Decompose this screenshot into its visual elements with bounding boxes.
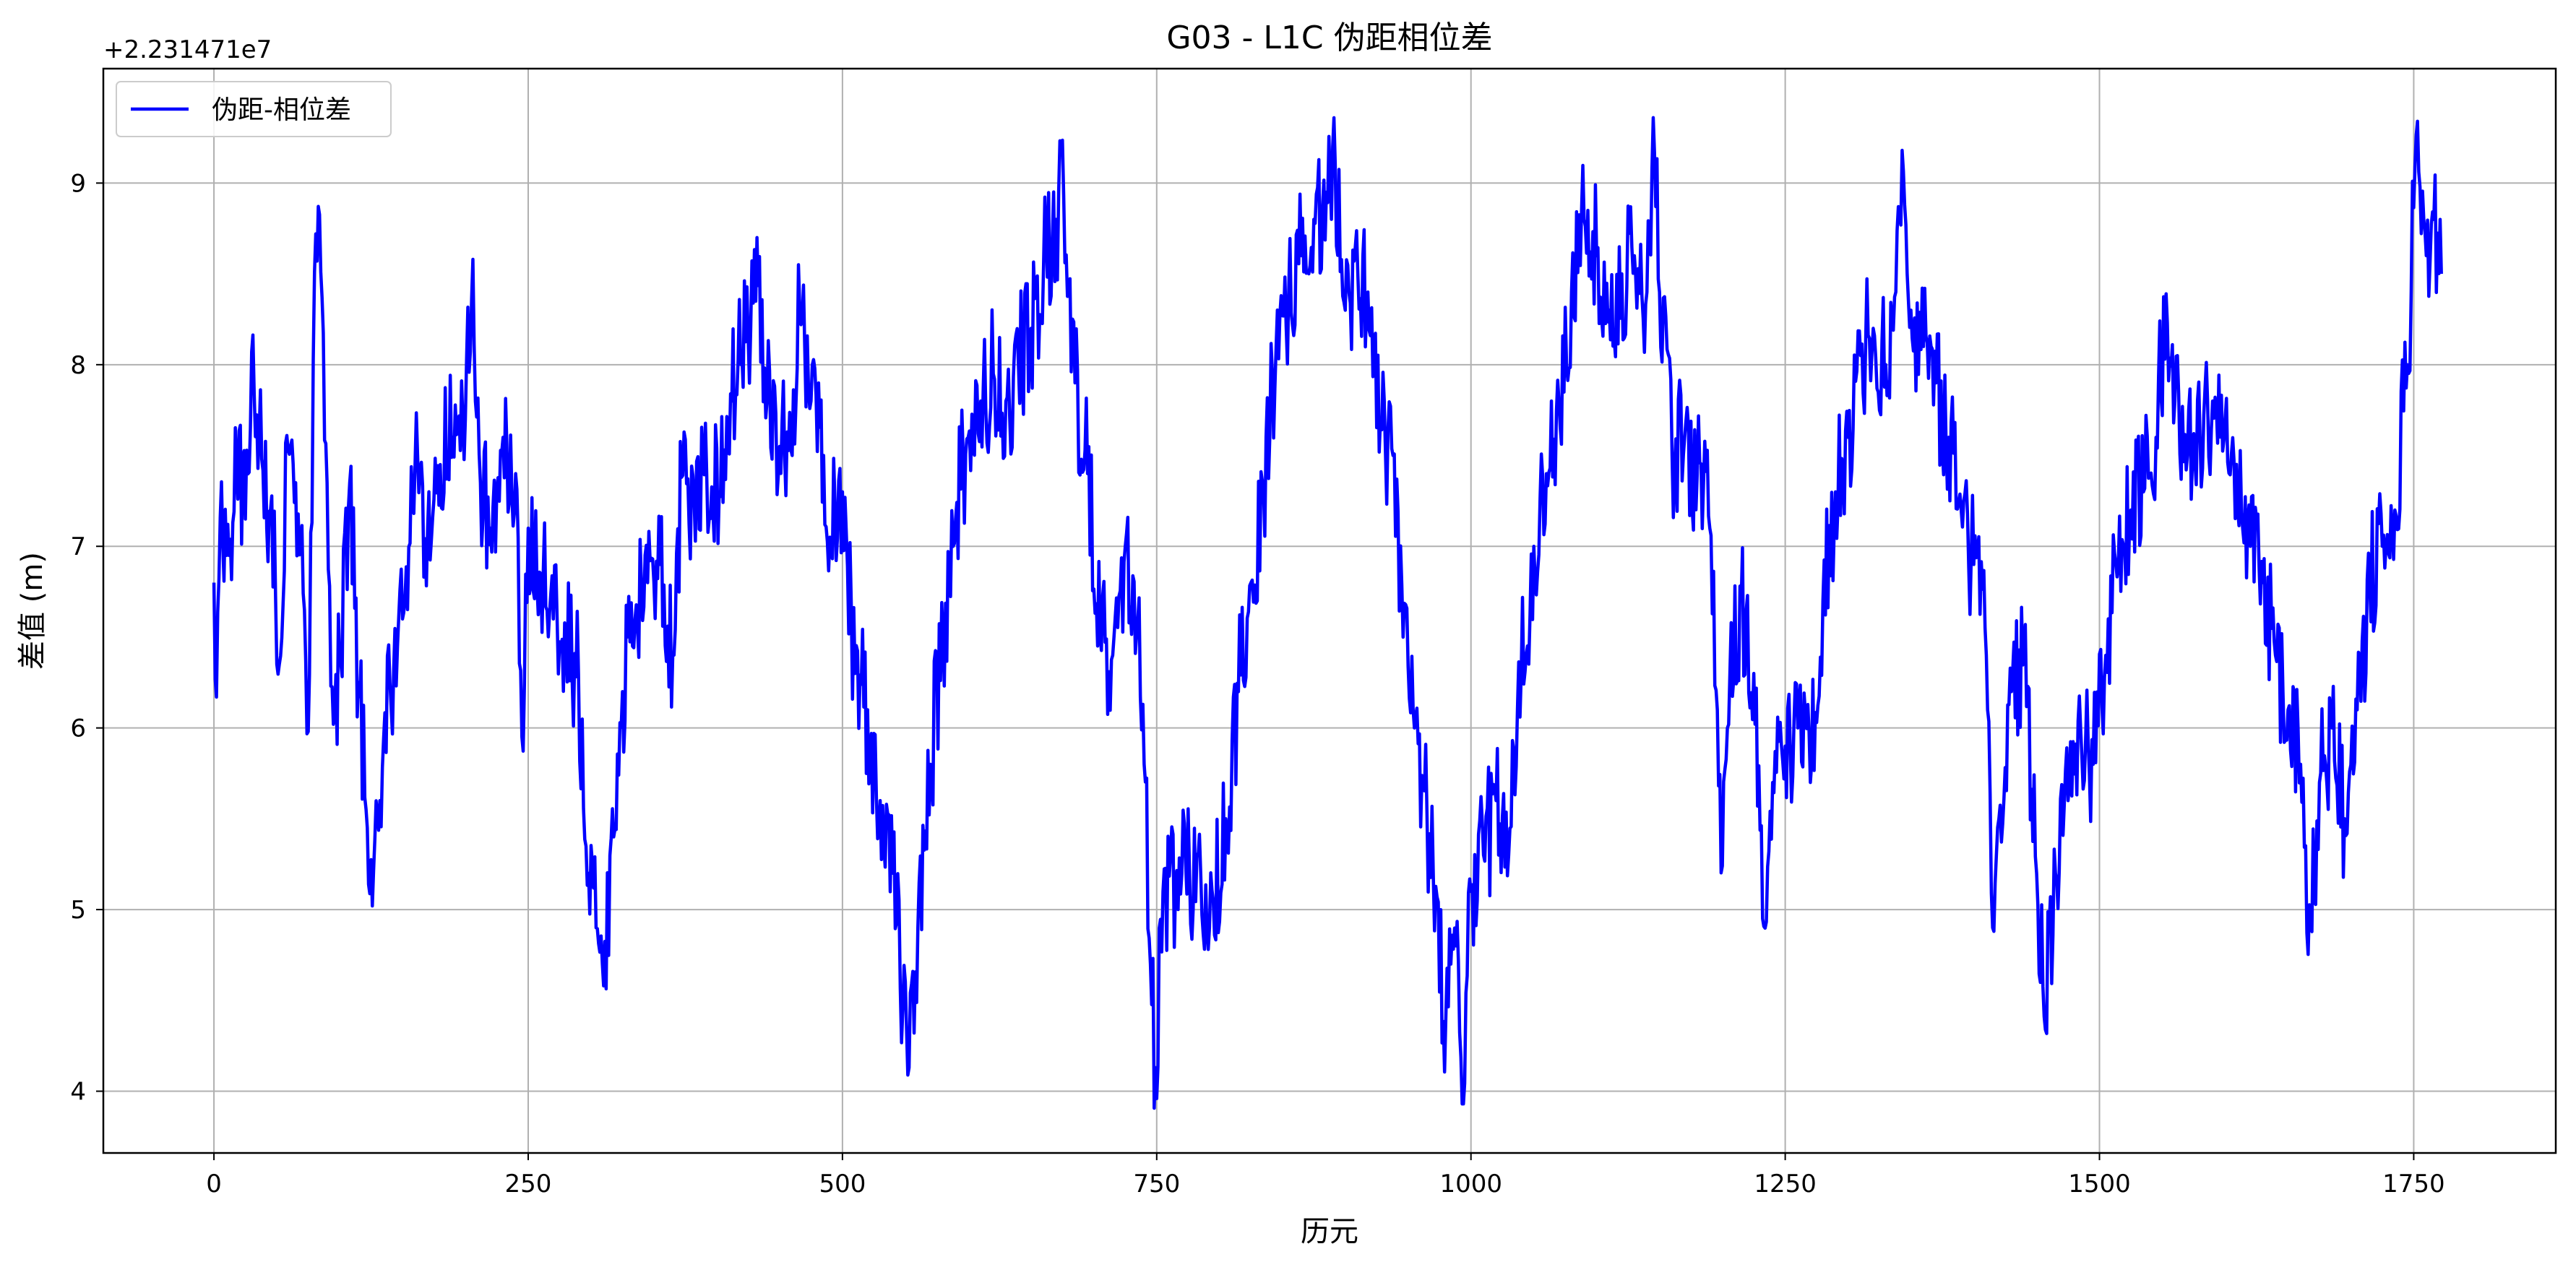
x-tick-label: 1000 bbox=[1439, 1170, 1502, 1198]
x-axis-label: 历元 bbox=[1301, 1215, 1358, 1248]
x-tick-label: 250 bbox=[505, 1170, 552, 1198]
y-tick-label: 9 bbox=[70, 169, 86, 198]
x-tick-label: 1750 bbox=[2382, 1170, 2445, 1198]
y-tick-label: 7 bbox=[70, 532, 86, 561]
x-tick-label: 0 bbox=[206, 1170, 222, 1198]
x-tick-label: 1500 bbox=[2068, 1170, 2131, 1198]
x-tick-label: 750 bbox=[1133, 1170, 1180, 1198]
x-tick-label: 1250 bbox=[1754, 1170, 1817, 1198]
legend-box bbox=[116, 81, 392, 137]
legend: 伪距-相位差 bbox=[116, 81, 392, 137]
series-layer bbox=[212, 116, 2443, 1110]
chart-title: G03 - L1C 伪距相位差 bbox=[1166, 20, 1492, 56]
series-line bbox=[212, 116, 2443, 1110]
y-axis-label: 差值 (m) bbox=[16, 552, 49, 670]
y-tick-label: 6 bbox=[70, 714, 86, 743]
y-tick-label: 4 bbox=[70, 1078, 86, 1107]
y-tick-label: 8 bbox=[70, 351, 86, 380]
legend-label: 伪距-相位差 bbox=[212, 95, 351, 125]
plot-frame bbox=[102, 67, 2557, 1154]
tick-layer: 0 250 500 750 1000 1250 1500 1750 4 5 6 7 8 9 bbox=[70, 169, 2444, 1198]
y-tick-label: 5 bbox=[70, 896, 86, 925]
y-axis-offset-label: +2.231471e7 bbox=[103, 35, 272, 64]
x-tick-label: 500 bbox=[819, 1170, 866, 1198]
